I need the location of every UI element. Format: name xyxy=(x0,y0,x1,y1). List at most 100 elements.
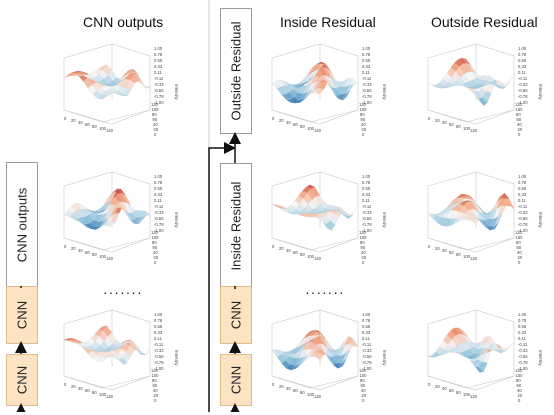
svg-text:80: 80 xyxy=(152,240,157,245)
svg-text:1.00: 1.00 xyxy=(518,174,527,179)
svg-text:0.11: 0.11 xyxy=(362,336,371,341)
svg-text:120: 120 xyxy=(359,102,367,107)
svg-text:-0.33: -0.33 xyxy=(518,210,528,215)
svg-text:0.11: 0.11 xyxy=(154,70,163,75)
svg-text:0.78: 0.78 xyxy=(518,318,527,323)
svg-text:40: 40 xyxy=(517,122,522,127)
svg-text:40: 40 xyxy=(78,248,83,253)
svg-text:100: 100 xyxy=(152,373,160,378)
svg-text:20: 20 xyxy=(279,246,284,251)
surface-mesh xyxy=(272,330,358,370)
svg-text:60: 60 xyxy=(153,117,158,122)
svg-text:-0.11: -0.11 xyxy=(362,342,372,347)
colorbar-ticks: 1.000.780.560.330.11-0.11-0.33-0.56-0.78… xyxy=(362,46,372,105)
svg-text:120: 120 xyxy=(515,230,523,235)
svg-text:0: 0 xyxy=(154,398,157,403)
svg-text:-0.78: -0.78 xyxy=(154,222,164,227)
svg-text:0.78: 0.78 xyxy=(362,180,371,185)
svg-text:80: 80 xyxy=(456,252,461,257)
svg-text:0: 0 xyxy=(64,244,67,249)
svg-text:20: 20 xyxy=(362,393,367,398)
svg-text:80: 80 xyxy=(300,124,305,129)
svg-text:0.56: 0.56 xyxy=(518,324,527,329)
svg-text:120: 120 xyxy=(359,230,367,235)
svg-text:20: 20 xyxy=(362,127,367,132)
svg-text:80: 80 xyxy=(300,390,305,395)
svg-text:20: 20 xyxy=(518,127,523,132)
svg-text:40: 40 xyxy=(286,386,291,391)
svg-text:0.56: 0.56 xyxy=(154,58,163,63)
svg-text:60: 60 xyxy=(449,388,454,393)
svg-text:-0.11: -0.11 xyxy=(518,76,528,81)
svg-text:80: 80 xyxy=(92,252,97,257)
svg-text:1.00: 1.00 xyxy=(362,46,371,51)
svg-text:0.33: 0.33 xyxy=(362,330,371,335)
svg-text:0.56: 0.56 xyxy=(154,186,163,191)
surface-mesh xyxy=(64,65,150,100)
svg-text:0.78: 0.78 xyxy=(154,52,163,57)
svg-text:20: 20 xyxy=(279,118,284,123)
svg-text:0: 0 xyxy=(428,244,431,249)
svg-text:60: 60 xyxy=(361,117,366,122)
svg-text:0.11: 0.11 xyxy=(518,198,527,203)
svg-text:0: 0 xyxy=(272,244,275,249)
svg-text:1.00: 1.00 xyxy=(154,312,163,317)
svg-text:-0.78: -0.78 xyxy=(518,94,528,99)
svg-text:60: 60 xyxy=(85,122,90,127)
svg-text:60: 60 xyxy=(449,122,454,127)
svg-text:-0.33: -0.33 xyxy=(362,210,372,215)
colorbar-ticks: 1.000.780.560.330.11-0.11-0.33-0.56-0.78… xyxy=(518,46,528,105)
svg-text:20: 20 xyxy=(362,255,367,260)
svg-text:120: 120 xyxy=(470,128,478,133)
svg-text:-0.56: -0.56 xyxy=(362,88,372,93)
svg-text:80: 80 xyxy=(152,112,157,117)
svg-text:0.11: 0.11 xyxy=(362,198,371,203)
svg-text:80: 80 xyxy=(360,378,365,383)
svg-text:80: 80 xyxy=(456,124,461,129)
svg-text:0: 0 xyxy=(272,116,275,121)
svg-text:-0.33: -0.33 xyxy=(154,82,164,87)
surface-mesh xyxy=(272,62,358,103)
svg-text:0.33: 0.33 xyxy=(154,64,163,69)
svg-text:100: 100 xyxy=(152,235,160,240)
svg-text:40: 40 xyxy=(153,388,158,393)
svg-text:120: 120 xyxy=(515,368,523,373)
svg-text:0: 0 xyxy=(428,382,431,387)
svg-text:0.33: 0.33 xyxy=(518,192,527,197)
svg-text:-0.56: -0.56 xyxy=(154,354,164,359)
svg-text:-0.11: -0.11 xyxy=(362,76,372,81)
svg-text:0.33: 0.33 xyxy=(154,330,163,335)
svg-text:0.11: 0.11 xyxy=(518,336,527,341)
svg-text:0.11: 0.11 xyxy=(154,198,163,203)
svg-text:0.78: 0.78 xyxy=(154,318,163,323)
svg-text:0: 0 xyxy=(362,398,365,403)
svg-text:100: 100 xyxy=(360,107,368,112)
svg-text:-0.78: -0.78 xyxy=(362,360,372,365)
surface-mesh xyxy=(272,185,358,231)
svg-text:120: 120 xyxy=(151,102,159,107)
svg-text:40: 40 xyxy=(442,248,447,253)
surface-mesh xyxy=(64,189,150,230)
svg-text:120: 120 xyxy=(106,394,114,399)
svg-text:-0.56: -0.56 xyxy=(362,216,372,221)
svg-text:0: 0 xyxy=(362,132,365,137)
svg-text:60: 60 xyxy=(517,117,522,122)
svg-text:20: 20 xyxy=(154,255,159,260)
svg-text:-0.11: -0.11 xyxy=(518,342,528,347)
svg-text:0.78: 0.78 xyxy=(362,318,371,323)
svg-text:-0.11: -0.11 xyxy=(154,204,164,209)
svg-text:0.78: 0.78 xyxy=(362,52,371,57)
svg-text:80: 80 xyxy=(516,378,521,383)
svg-text:0.78: 0.78 xyxy=(518,180,527,185)
svg-text:60: 60 xyxy=(153,245,158,250)
svg-text:80: 80 xyxy=(360,112,365,117)
svg-text:100: 100 xyxy=(152,107,160,112)
svg-text:20: 20 xyxy=(71,246,76,251)
svg-text:0.33: 0.33 xyxy=(518,64,527,69)
svg-text:0.56: 0.56 xyxy=(518,186,527,191)
svg-text:0: 0 xyxy=(428,116,431,121)
svg-text:0.11: 0.11 xyxy=(362,70,371,75)
